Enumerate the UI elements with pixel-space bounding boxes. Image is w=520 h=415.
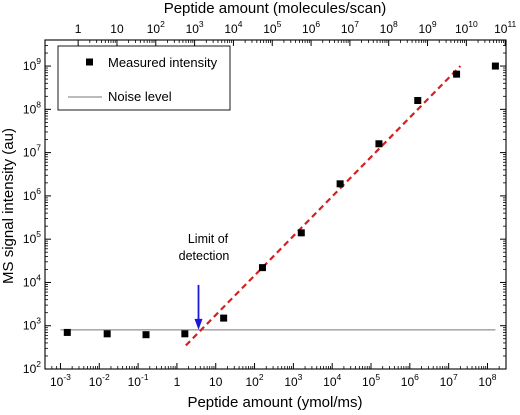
y-tick-label: 106 <box>23 186 41 203</box>
data-point <box>491 62 499 70</box>
x-tick-label: 10-1 <box>128 372 149 389</box>
legend: Measured intensity Noise level <box>57 45 231 111</box>
data-point <box>297 229 305 237</box>
data-point <box>142 331 150 339</box>
x2-tick-label: 102 <box>147 19 165 36</box>
y-tick-label: 109 <box>23 56 41 73</box>
fit-line <box>185 65 462 347</box>
y-tick-label: 104 <box>23 272 41 289</box>
plot-frame <box>44 39 507 370</box>
x-tick-label: 107 <box>440 372 458 389</box>
x-tick-label: 102 <box>246 372 264 389</box>
data-point <box>103 330 111 338</box>
x2-tick-label: 108 <box>380 19 398 36</box>
x-tick-label: 103 <box>284 372 302 389</box>
x2-tick-label: 104 <box>224 19 242 36</box>
lod-annotation: Limit of detection <box>179 232 230 330</box>
x2-tick-label: 1 <box>75 22 82 36</box>
x2-axis-title: Peptide amount (molecules/scan) <box>164 0 387 17</box>
x-tick-label: 10 <box>209 375 223 389</box>
legend-marker-measured <box>86 58 93 66</box>
x2-tick-label: 106 <box>302 19 320 36</box>
x-axis-title: Peptide amount (ymol/ms) <box>187 394 362 411</box>
fit-dashed-line <box>185 65 462 347</box>
y-tick-label: 108 <box>23 99 41 116</box>
data-point <box>181 330 189 338</box>
x-tick-label: 106 <box>401 372 419 389</box>
x2-tick-label: 109 <box>418 19 436 36</box>
data-point <box>220 314 228 322</box>
y-axis-title: MS signal intensity (au) <box>0 128 17 284</box>
data-point <box>453 70 461 78</box>
data-point <box>375 140 383 148</box>
data-point <box>414 96 422 104</box>
lod-annotation-line-1: Limit of <box>188 232 229 246</box>
x2-tick-label: 10 <box>110 22 124 36</box>
y-tick-label: 103 <box>23 316 41 333</box>
x-tick-label: 104 <box>323 372 341 389</box>
data-points <box>63 62 499 339</box>
x2-tick-label: 1010 <box>455 19 478 36</box>
x2-tick-label: 107 <box>341 19 359 36</box>
x2-tick-label: 103 <box>186 19 204 36</box>
x-tick-label: 105 <box>362 372 380 389</box>
x-tick-label: 108 <box>478 372 496 389</box>
x-tick-label: 10-3 <box>50 372 71 389</box>
legend-label-noise: Noise level <box>108 89 172 104</box>
x-tick-label: 10-2 <box>89 372 110 389</box>
legend-label-measured: Measured intensity <box>108 55 218 70</box>
x2-tick-label: 105 <box>263 19 281 36</box>
lod-arrow-head <box>194 318 203 330</box>
data-point <box>63 328 71 336</box>
data-point <box>336 180 344 188</box>
lod-annotation-line-2: detection <box>179 249 230 263</box>
y-tick-label: 102 <box>23 359 41 376</box>
y-tick-label: 105 <box>23 229 41 246</box>
y-tick-label: 107 <box>23 143 41 160</box>
legend-box <box>57 45 231 111</box>
x-tick-label: 1 <box>174 375 181 389</box>
x2-tick-label: 1011 <box>494 19 516 36</box>
data-point <box>258 264 266 272</box>
